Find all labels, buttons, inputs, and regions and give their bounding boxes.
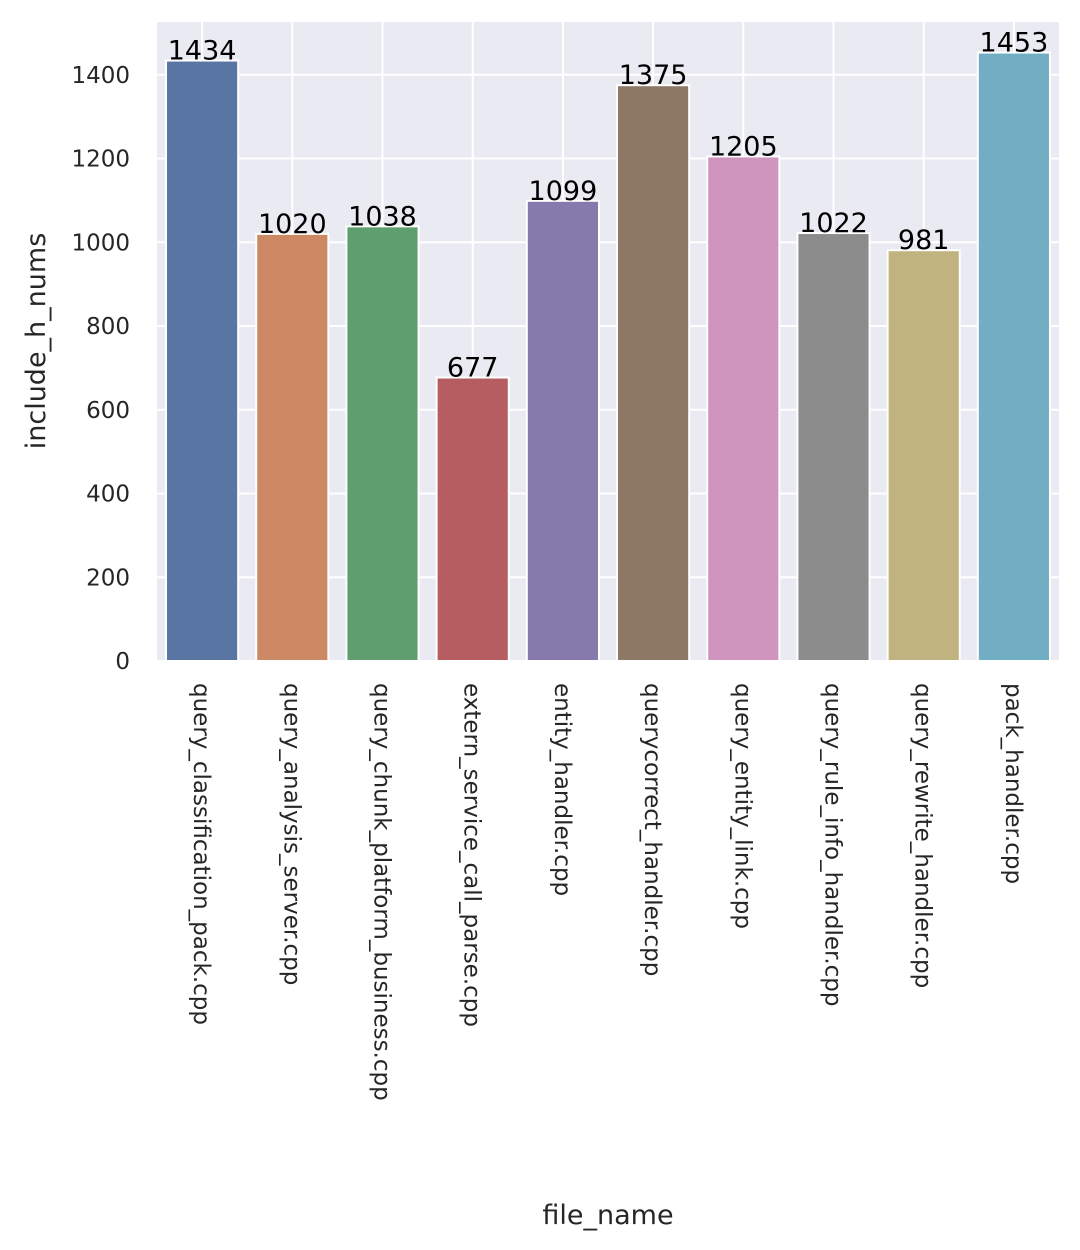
bar [796,232,871,662]
bar [976,51,1051,662]
bar [165,59,240,663]
x-tick-label: extern_service_call_parse.cpp [459,683,485,1027]
y-tick-label: 1000 [71,230,130,256]
bar [255,232,330,662]
x-axis-ticks: query_classification_pack.cpp query_analy… [188,683,1026,1101]
bar [525,199,600,662]
x-axis-label: file_name [542,1200,673,1231]
bar-value-label: 1205 [709,131,778,162]
y-tick-label: 600 [86,398,130,424]
data-labels: 1434 1020 1038 677 1099 1375 1205 1022 981 1453 [168,28,1049,384]
y-tick-label: 1200 [71,147,130,173]
y-tick-label: 800 [86,314,130,340]
bars [165,51,1051,663]
y-tick-label: 200 [86,565,130,591]
x-tick-label: query_chunk_platform_business.cpp [369,683,395,1101]
x-tick-label: query_rewrite_handler.cpp [910,683,936,988]
y-tick-label: 400 [86,482,130,508]
x-tick-label: query_classification_pack.cpp [188,683,214,1025]
bar-value-label: 981 [898,225,950,256]
x-tick-label: querycorrect_handler.cpp [639,683,665,976]
bar-value-label: 1375 [619,60,688,91]
bar [345,225,420,662]
bar-value-label: 1099 [529,176,598,207]
bar-value-label: 1022 [799,208,868,239]
y-tick-label: 1400 [71,63,130,89]
bar-value-label: 1020 [258,209,327,240]
x-tick-label: query_rule_info_handler.cpp [820,683,846,1007]
bar-value-label: 677 [447,353,499,384]
x-tick-label: pack_handler.cpp [1000,683,1026,884]
bar [435,376,510,662]
bar [616,84,691,662]
y-axis-label: include_h_nums [21,233,52,450]
bar-value-label: 1434 [168,36,237,67]
bar-value-label: 1453 [980,28,1049,59]
y-axis-ticks: 0 200 400 600 800 1000 1200 1400 [71,63,130,675]
x-tick-label: entity_handler.cpp [549,683,575,896]
bar-value-label: 1038 [348,201,417,232]
bar [706,155,781,663]
x-tick-label: query_entity_link.cpp [729,683,755,929]
y-tick-label: 0 [115,649,130,675]
x-tick-label: query_analysis_server.cpp [278,683,304,985]
bar [886,249,961,662]
